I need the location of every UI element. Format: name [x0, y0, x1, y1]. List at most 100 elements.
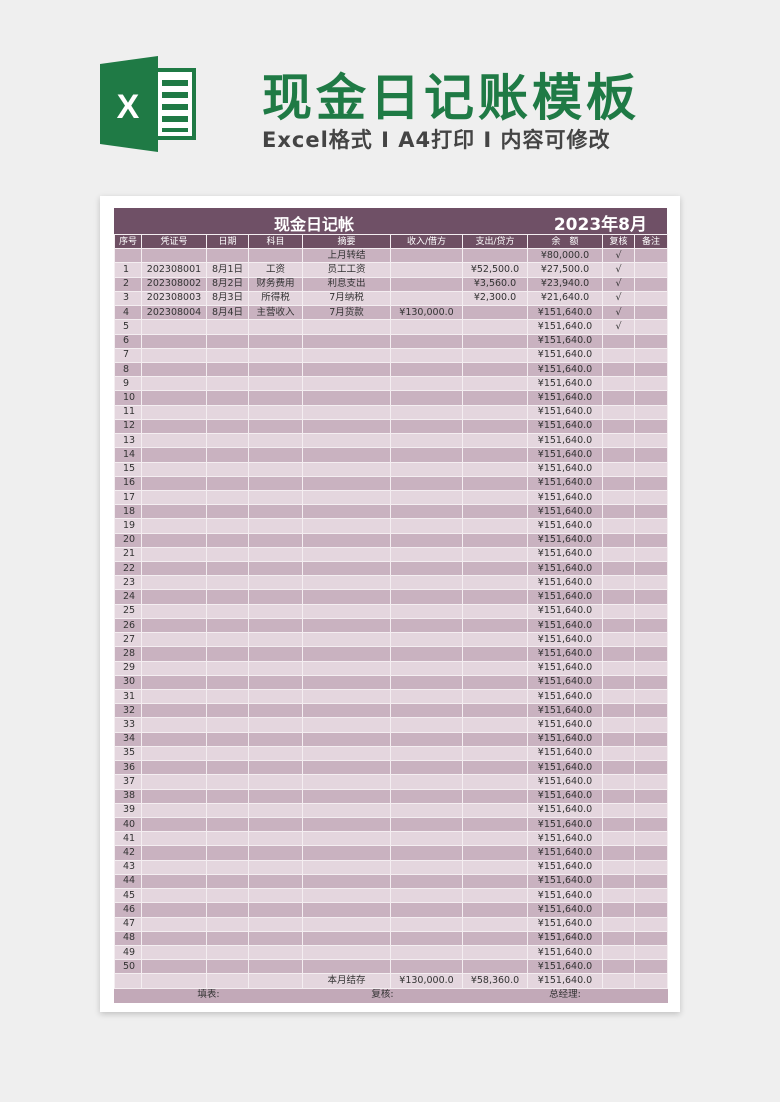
- cell-expense[interactable]: [462, 944, 528, 961]
- cell-expense[interactable]: [462, 603, 528, 619]
- cell-account[interactable]: [248, 518, 303, 534]
- cell-summary[interactable]: [302, 589, 391, 605]
- cell-date[interactable]: [206, 774, 249, 790]
- cell-account[interactable]: 工资: [248, 262, 303, 278]
- cell-date[interactable]: [206, 831, 249, 847]
- cell-date[interactable]: [206, 361, 249, 378]
- cell-date[interactable]: [206, 788, 249, 804]
- cell-income[interactable]: [390, 802, 463, 818]
- cell-note[interactable]: [634, 418, 668, 435]
- cell-balance[interactable]: ¥151,640.0: [527, 418, 603, 435]
- cell-balance[interactable]: ¥151,640.0: [527, 788, 603, 804]
- cell-note[interactable]: [634, 404, 668, 420]
- cell-summary[interactable]: [302, 546, 391, 563]
- cell-summary[interactable]: [302, 944, 391, 961]
- cell-balance[interactable]: ¥27,500.0: [527, 262, 603, 278]
- cell-seq[interactable]: 23: [114, 575, 142, 591]
- cell-account[interactable]: 主营收入: [248, 305, 303, 321]
- cell-note[interactable]: [634, 319, 668, 335]
- cell-income[interactable]: [390, 760, 463, 776]
- cell-expense[interactable]: [462, 376, 528, 392]
- cell-date[interactable]: [206, 603, 249, 619]
- cell-note[interactable]: [634, 959, 668, 975]
- cell-seq[interactable]: 2: [114, 276, 142, 292]
- cell-voucher[interactable]: [141, 760, 207, 776]
- cell-summary[interactable]: [302, 504, 391, 520]
- cell-expense[interactable]: [462, 674, 528, 691]
- cell-balance[interactable]: ¥151,640.0: [527, 603, 603, 619]
- cell-seq[interactable]: 42: [114, 845, 142, 861]
- cell-balance[interactable]: ¥151,640.0: [527, 390, 603, 406]
- cell-note[interactable]: [634, 717, 668, 733]
- cell-voucher[interactable]: [141, 518, 207, 534]
- cell-account[interactable]: [248, 646, 303, 662]
- cell-income[interactable]: [390, 902, 463, 918]
- cell-date[interactable]: [206, 703, 249, 719]
- cell-balance[interactable]: ¥151,640.0: [527, 347, 603, 363]
- cell-account[interactable]: [248, 774, 303, 790]
- cell-income[interactable]: [390, 276, 463, 292]
- cell-voucher[interactable]: [141, 376, 207, 392]
- cell-balance[interactable]: ¥23,940.0: [527, 276, 603, 292]
- cell-balance[interactable]: ¥151,640.0: [527, 688, 603, 705]
- cell-voucher[interactable]: [141, 688, 207, 705]
- cell-date[interactable]: [206, 347, 249, 363]
- cell-expense[interactable]: [462, 361, 528, 378]
- cell-summary[interactable]: [302, 660, 391, 676]
- cell-date[interactable]: [206, 418, 249, 435]
- cell-summary[interactable]: [302, 717, 391, 733]
- cell-date[interactable]: [206, 447, 249, 463]
- cell-date[interactable]: [206, 504, 249, 520]
- cell-summary[interactable]: [302, 333, 391, 349]
- opening-summary[interactable]: 上月转结: [302, 248, 391, 264]
- cell-check[interactable]: [602, 831, 635, 847]
- cell-date[interactable]: [206, 930, 249, 946]
- cell-summary[interactable]: [302, 688, 391, 705]
- cell-account[interactable]: [248, 731, 303, 747]
- cell-account[interactable]: [248, 944, 303, 961]
- cell-expense[interactable]: [462, 532, 528, 548]
- cell-balance[interactable]: ¥151,640.0: [527, 831, 603, 847]
- cell-balance[interactable]: ¥151,640.0: [527, 333, 603, 349]
- cell-seq[interactable]: 11: [114, 404, 142, 420]
- cell-account[interactable]: [248, 703, 303, 719]
- cell-note[interactable]: [634, 859, 668, 875]
- cell-date[interactable]: [206, 660, 249, 676]
- cell-date[interactable]: [206, 561, 249, 577]
- cell-note[interactable]: [634, 674, 668, 691]
- cell-summary[interactable]: [302, 788, 391, 804]
- cell-check[interactable]: [602, 816, 635, 833]
- cell-check[interactable]: √: [602, 276, 635, 292]
- cell-summary[interactable]: [302, 760, 391, 776]
- cell-note[interactable]: [634, 305, 668, 321]
- cell-account[interactable]: [248, 504, 303, 520]
- cell-check[interactable]: [602, 959, 635, 975]
- cell-expense[interactable]: [462, 489, 528, 506]
- cell-voucher[interactable]: [141, 575, 207, 591]
- cell-summary[interactable]: [302, 774, 391, 790]
- cell-note[interactable]: [634, 461, 668, 477]
- cell-balance[interactable]: ¥151,640.0: [527, 518, 603, 534]
- cell-check[interactable]: [602, 617, 635, 634]
- cell-date[interactable]: [206, 589, 249, 605]
- cell-balance[interactable]: ¥151,640.0: [527, 532, 603, 548]
- cell-check[interactable]: [602, 461, 635, 477]
- cell-account[interactable]: [248, 546, 303, 563]
- cell-check[interactable]: [602, 717, 635, 733]
- cell-balance[interactable]: ¥151,640.0: [527, 575, 603, 591]
- cell-account[interactable]: [248, 347, 303, 363]
- cell-income[interactable]: [390, 731, 463, 747]
- cell-expense[interactable]: [462, 816, 528, 833]
- cell-income[interactable]: [390, 461, 463, 477]
- cell-date[interactable]: [206, 845, 249, 861]
- cell-balance[interactable]: ¥151,640.0: [527, 504, 603, 520]
- cell-account[interactable]: [248, 688, 303, 705]
- cell-seq[interactable]: 29: [114, 660, 142, 676]
- cell-summary[interactable]: [302, 617, 391, 634]
- cell-account[interactable]: [248, 390, 303, 406]
- cell-check[interactable]: [602, 418, 635, 435]
- cell-voucher[interactable]: [141, 731, 207, 747]
- cell-expense[interactable]: [462, 902, 528, 918]
- cell-date[interactable]: 8月4日: [206, 305, 249, 321]
- cell-seq[interactable]: 27: [114, 632, 142, 648]
